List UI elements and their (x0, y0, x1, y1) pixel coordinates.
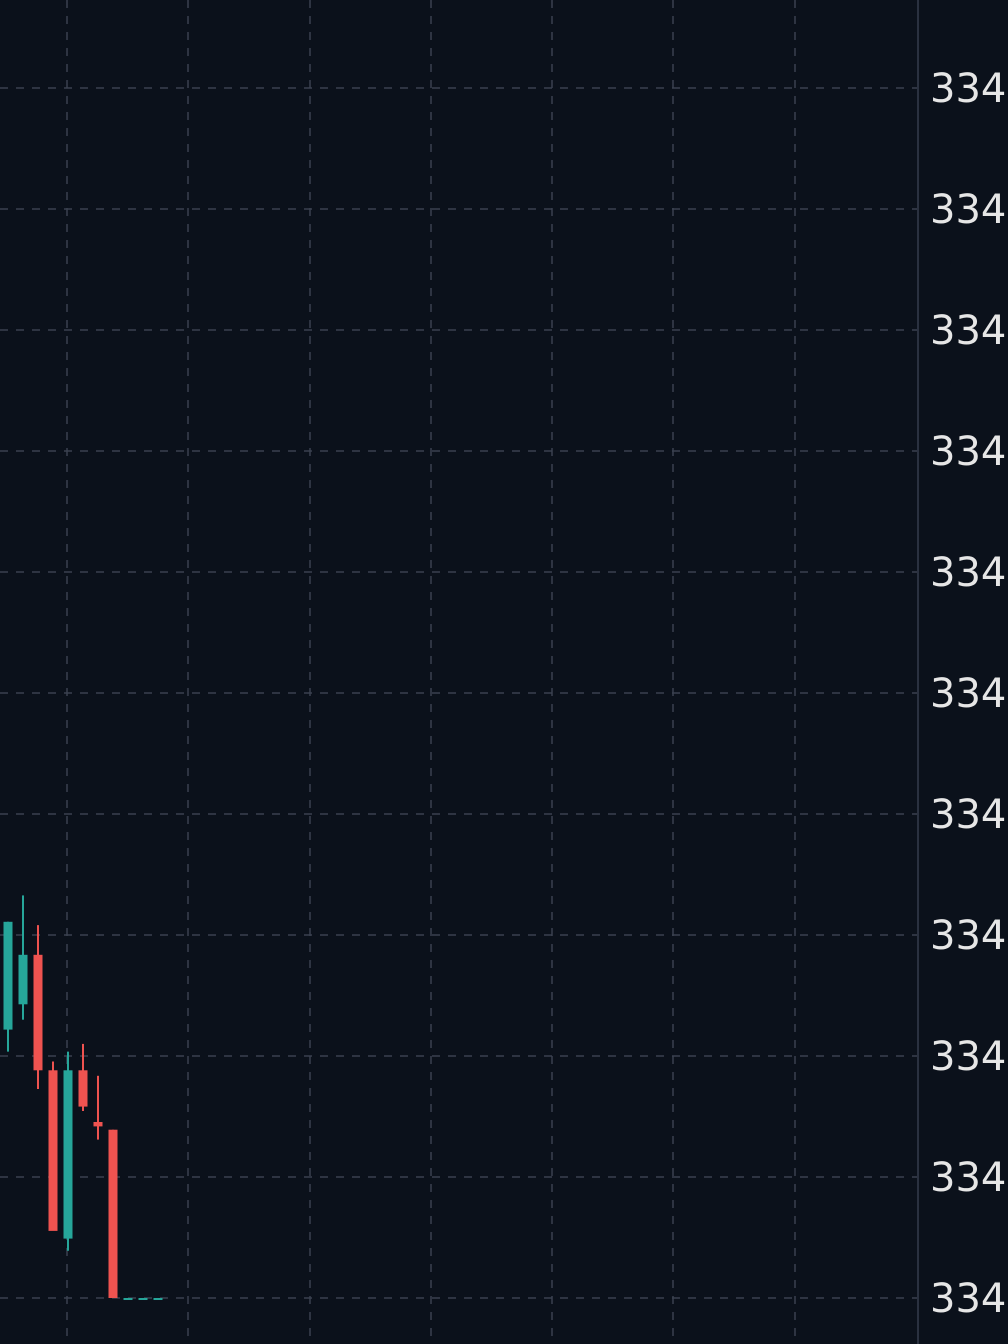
candle-body (153, 1298, 163, 1300)
candle (93, 1075, 103, 1140)
y-tick-label: 334 (930, 1034, 1006, 1080)
candle-body (3, 921, 13, 1030)
candle-body (123, 1298, 133, 1300)
y-tick-label: 334 (930, 550, 1006, 596)
candle-body (108, 1129, 118, 1298)
y-axis: 334 334 334 334 334 334 334 334 334 334 334 (917, 0, 1006, 1344)
candle-body (33, 954, 43, 1071)
grid-lines (0, 0, 918, 1344)
y-tick-label: 334 (930, 671, 1006, 717)
candle (18, 895, 28, 1020)
candle-body (138, 1298, 148, 1300)
candle (123, 1298, 133, 1300)
y-tick-label: 334 (930, 429, 1006, 475)
candles (3, 895, 163, 1300)
y-tick-label: 334 (930, 66, 1006, 112)
candle (153, 1298, 163, 1300)
candle (48, 1061, 58, 1231)
candle-body (78, 1070, 88, 1107)
candle (138, 1298, 148, 1300)
candle-body (48, 1070, 58, 1231)
candle-body (18, 954, 28, 1005)
candle (33, 925, 43, 1089)
candle (78, 1043, 88, 1111)
candle (63, 1051, 73, 1251)
y-tick-label: 334 (930, 1155, 1006, 1201)
candle (108, 1129, 118, 1298)
candle (3, 921, 13, 1052)
y-tick-label: 334 (930, 308, 1006, 354)
y-tick-label: 334 (930, 187, 1006, 233)
candle-body (63, 1070, 73, 1239)
candle-body (93, 1122, 103, 1127)
y-tick-label: 334 (930, 1276, 1006, 1322)
y-tick-label: 334 (930, 913, 1006, 959)
y-tick-label: 334 (930, 792, 1006, 838)
